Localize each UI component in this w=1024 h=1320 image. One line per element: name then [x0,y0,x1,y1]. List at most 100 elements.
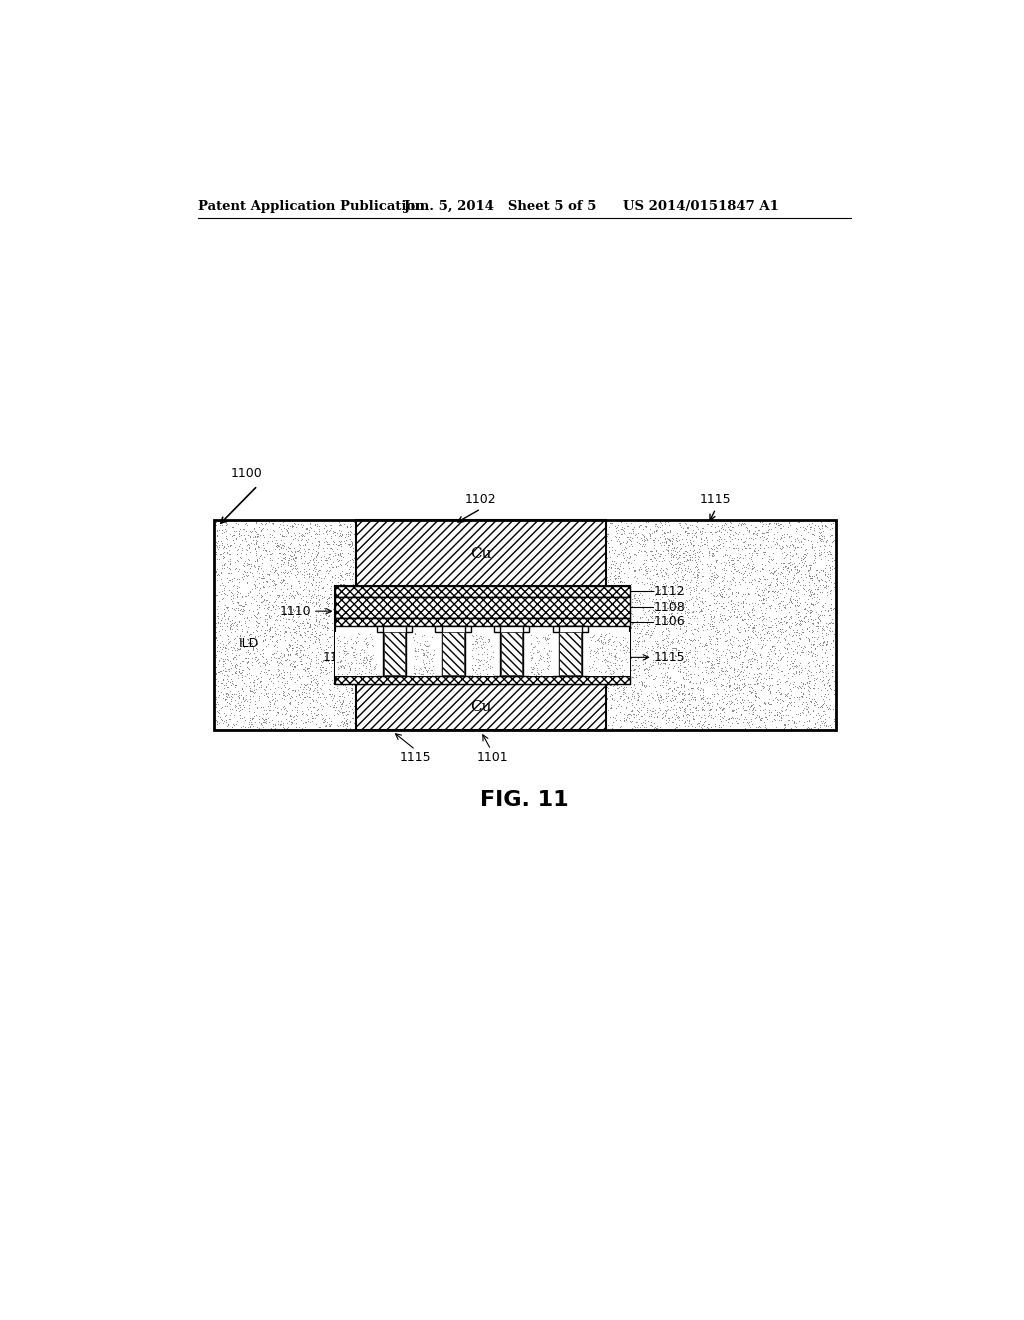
Point [788,527,805,548]
Point [258,652,274,673]
Point [347,649,364,671]
Point [732,606,749,627]
Point [612,511,629,532]
Point [291,618,307,639]
Point [215,574,231,595]
Point [321,652,337,673]
Point [267,609,284,630]
Point [296,639,312,660]
Point [724,708,740,729]
Point [628,711,644,733]
Point [311,612,328,634]
Point [654,620,671,642]
Point [281,597,297,618]
Point [705,544,721,565]
Point [780,634,797,655]
Point [226,612,243,634]
Point [295,586,311,607]
Point [809,593,825,614]
Point [589,630,605,651]
Point [674,578,690,599]
Point [302,627,318,648]
Point [765,709,781,730]
Point [687,653,703,675]
Point [730,591,746,612]
Point [668,698,684,719]
Point [726,693,742,714]
Point [321,533,337,554]
Point [319,693,336,714]
Point [769,692,785,713]
Point [667,655,683,676]
Point [663,591,679,612]
Point [716,513,732,535]
Point [668,671,684,692]
Point [247,539,263,560]
Point [472,628,488,649]
Point [212,706,228,727]
Point [609,696,626,717]
Point [651,690,668,711]
Point [601,622,617,643]
Point [328,697,344,718]
Point [311,686,328,708]
Point [347,690,364,711]
Point [701,698,718,719]
Point [715,698,731,719]
Point [326,672,342,693]
Point [327,660,343,681]
Point [649,599,666,620]
Point [540,628,556,649]
Point [695,667,712,688]
Point [660,540,677,561]
Point [761,581,777,602]
Point [796,635,812,656]
Point [703,638,720,659]
Point [629,631,645,652]
Point [339,704,355,725]
Point [676,684,692,705]
Point [317,660,334,681]
Point [647,651,664,672]
Point [258,635,274,656]
Point [679,645,695,667]
Point [660,620,677,642]
Point [607,525,624,546]
Point [310,577,327,598]
Point [695,605,712,626]
Point [817,686,834,708]
Point [346,512,362,533]
Point [748,717,764,738]
Point [744,616,761,638]
Point [307,593,324,614]
Point [636,560,652,581]
Point [813,531,829,552]
Point [670,531,686,552]
Point [253,568,269,589]
Point [761,700,777,721]
Point [647,615,664,636]
Point [683,579,699,601]
Point [220,659,237,680]
Point [637,533,653,554]
Point [316,639,333,660]
Point [760,581,776,602]
Point [800,627,816,648]
Point [801,579,817,601]
Point [803,609,819,630]
Point [638,512,654,533]
Point [766,708,782,729]
Point [733,669,750,690]
Point [669,537,685,558]
Point [660,710,677,731]
Point [259,651,275,672]
Point [262,700,279,721]
Point [532,664,549,685]
Point [641,676,657,697]
Point [250,705,266,726]
Point [820,554,837,576]
Point [736,562,753,583]
Point [609,516,626,537]
Point [532,648,549,669]
Point [703,543,720,564]
